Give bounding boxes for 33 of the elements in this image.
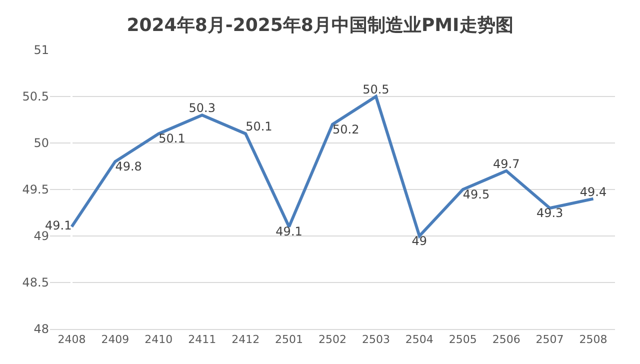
x-tick-label: 2410: [144, 333, 173, 346]
data-label: 50.1: [158, 132, 186, 146]
x-tick-label: 2409: [101, 333, 130, 346]
data-label: 49.5: [462, 188, 490, 202]
y-tick-label: 49.5: [22, 182, 49, 197]
x-tick-label: 2408: [58, 333, 86, 346]
x-tick-label: 2502: [318, 333, 346, 346]
x-tick-label: 2501: [275, 333, 304, 346]
x-tick-label: 2411: [188, 333, 216, 346]
chart-title: 2024年8月-2025年8月中国制造业PMI走势图: [126, 14, 514, 36]
y-tick-label: 50.5: [22, 90, 49, 104]
y-tick-label: 49: [34, 229, 49, 244]
y-tick-label: 50: [34, 136, 49, 150]
data-label: 50.2: [332, 122, 360, 136]
x-tick-label: 2506: [492, 333, 520, 346]
y-tick-label: 48.5: [22, 276, 49, 290]
data-label: 49.3: [536, 206, 564, 220]
x-tick-label: 2508: [579, 333, 608, 346]
data-label: 50.5: [362, 82, 390, 96]
data-label: 50.1: [246, 120, 272, 134]
x-tick-label: 2504: [405, 333, 434, 346]
x-tick-label: 2412: [232, 333, 260, 346]
x-tick-label: 2505: [448, 333, 477, 346]
y-tick-label: 51: [34, 43, 49, 58]
x-tick-label: 2507: [536, 333, 564, 346]
data-label: 49.8: [115, 160, 142, 174]
y-tick-label: 48: [34, 322, 49, 336]
data-label: 49.1: [276, 224, 302, 239]
data-label: 49: [412, 234, 428, 248]
data-label: 49.7: [492, 156, 520, 171]
x-tick-label: 2503: [362, 333, 390, 346]
data-label: 50.3: [188, 101, 216, 116]
data-label: 49.4: [580, 184, 607, 199]
